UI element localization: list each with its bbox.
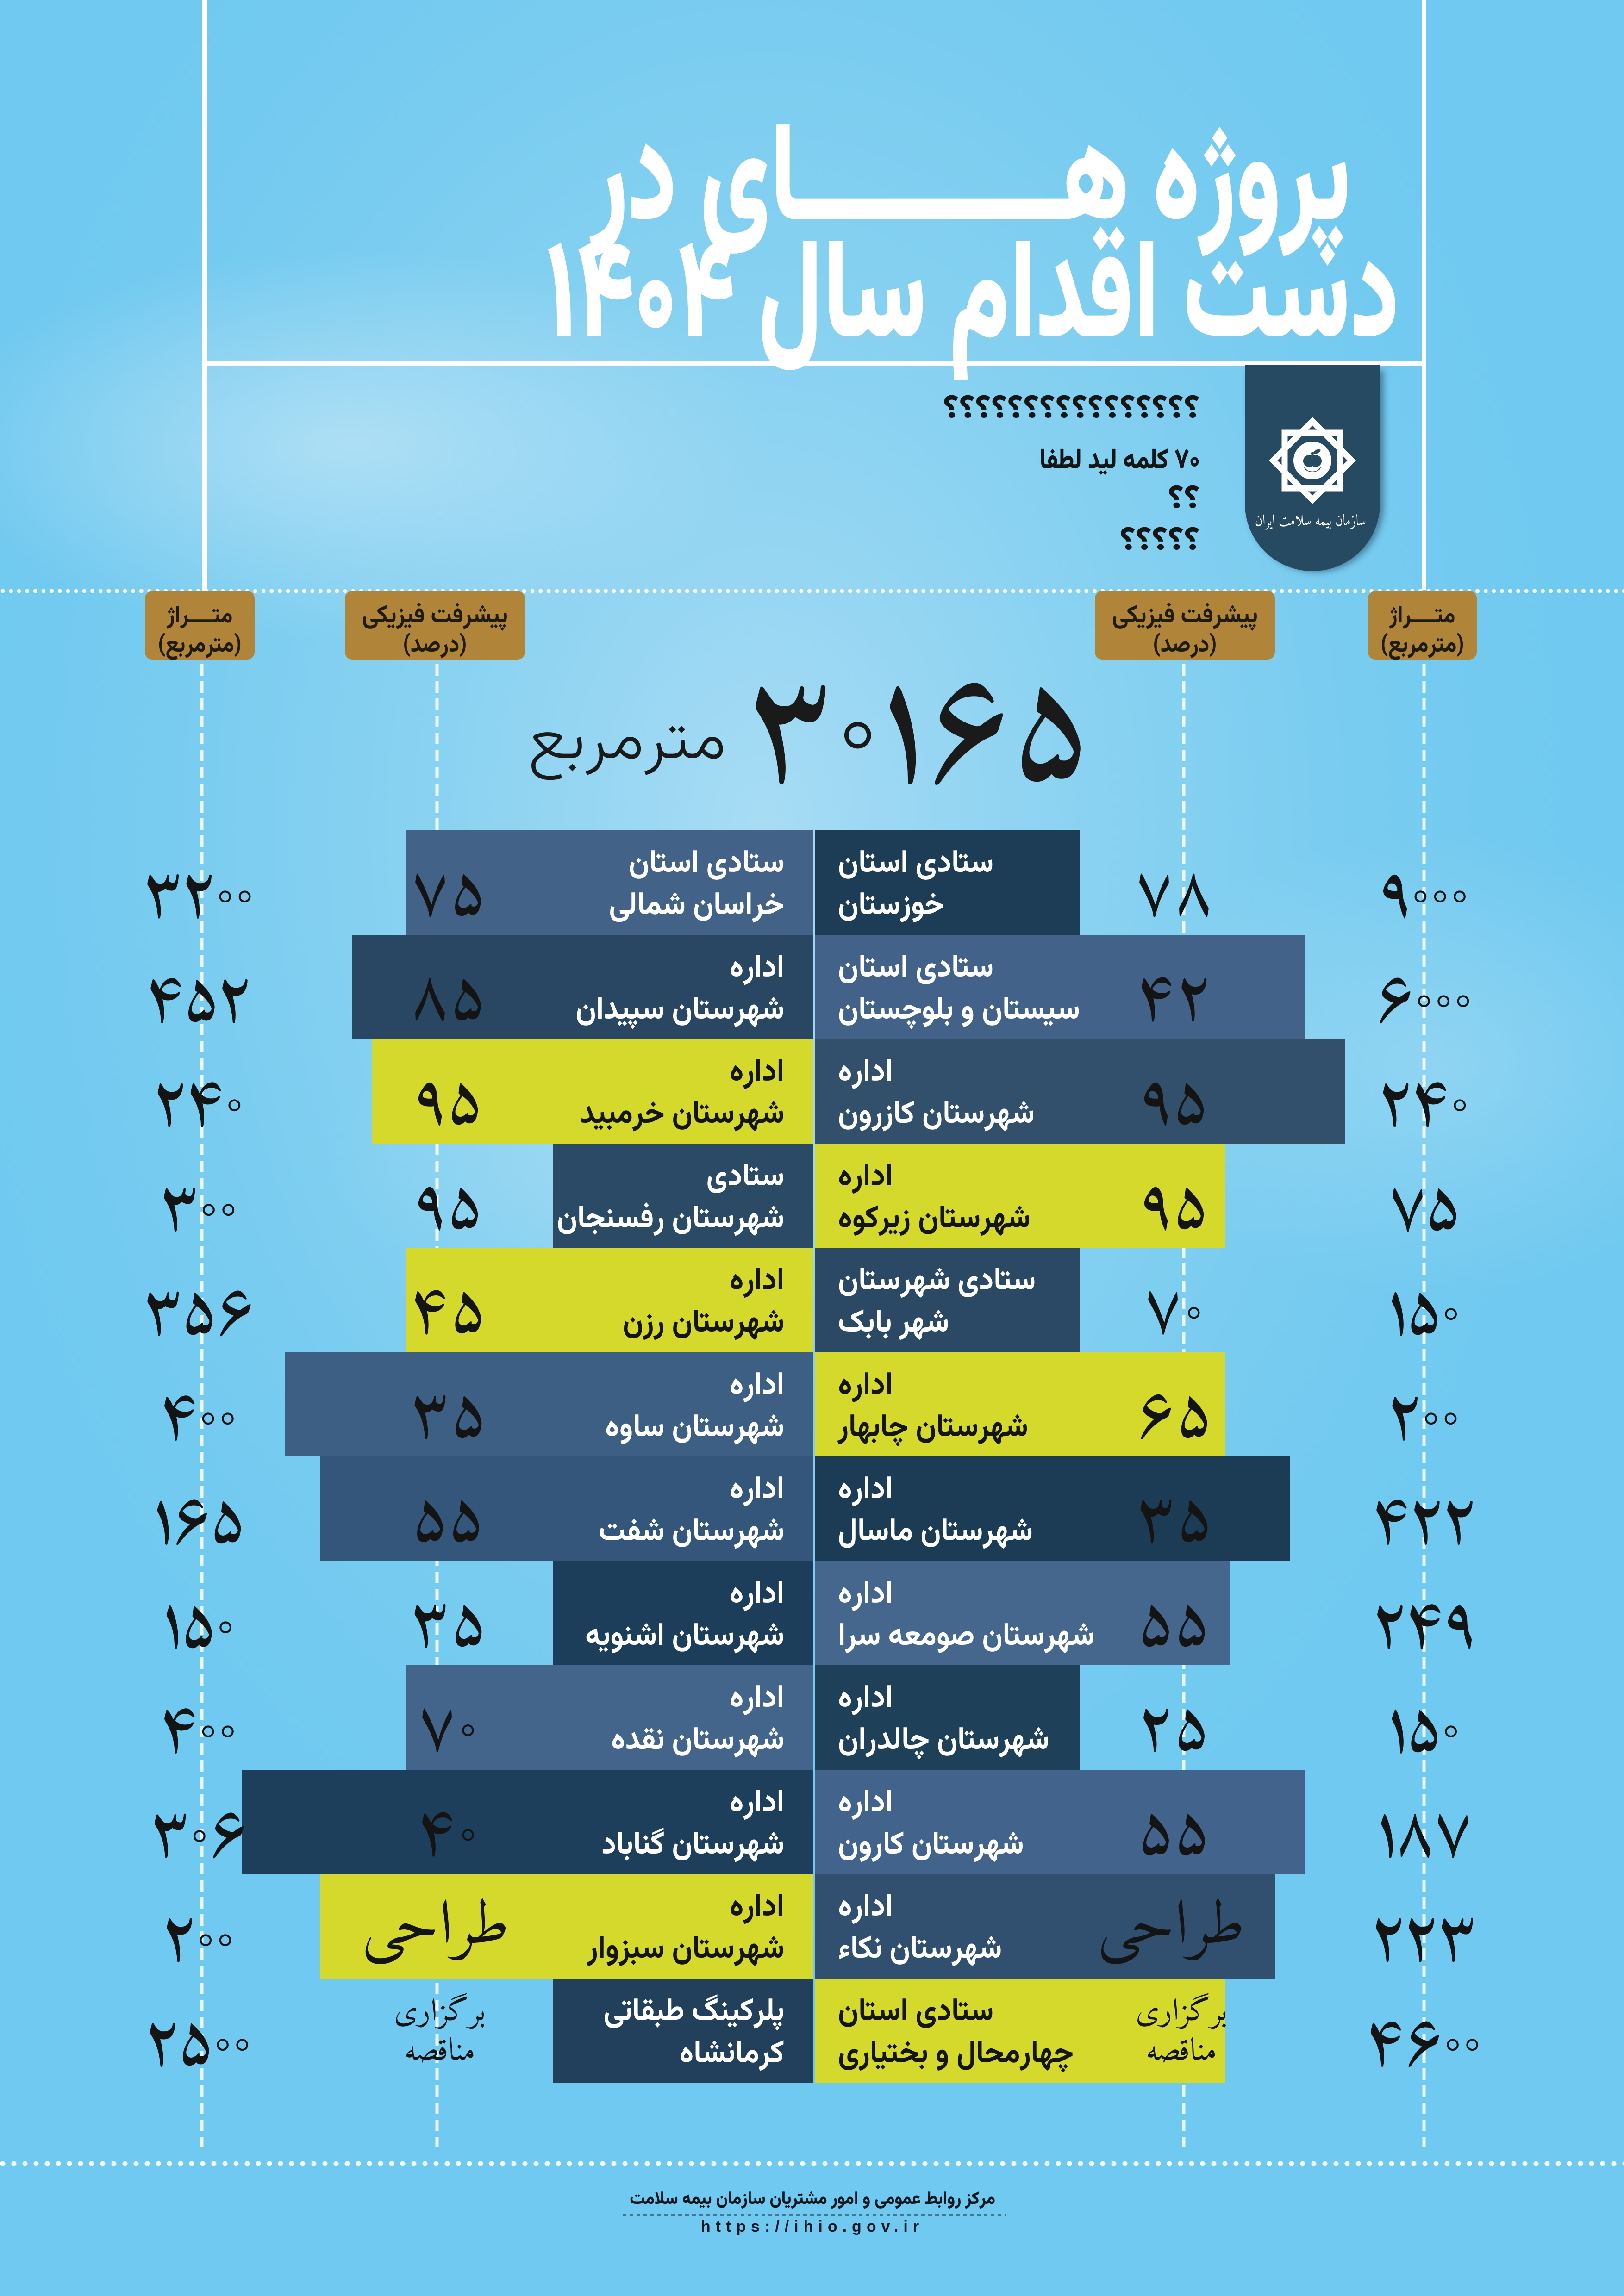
svg-text:https://ihio.gov.ir: https://ihio.gov.ir: [701, 2218, 924, 2235]
